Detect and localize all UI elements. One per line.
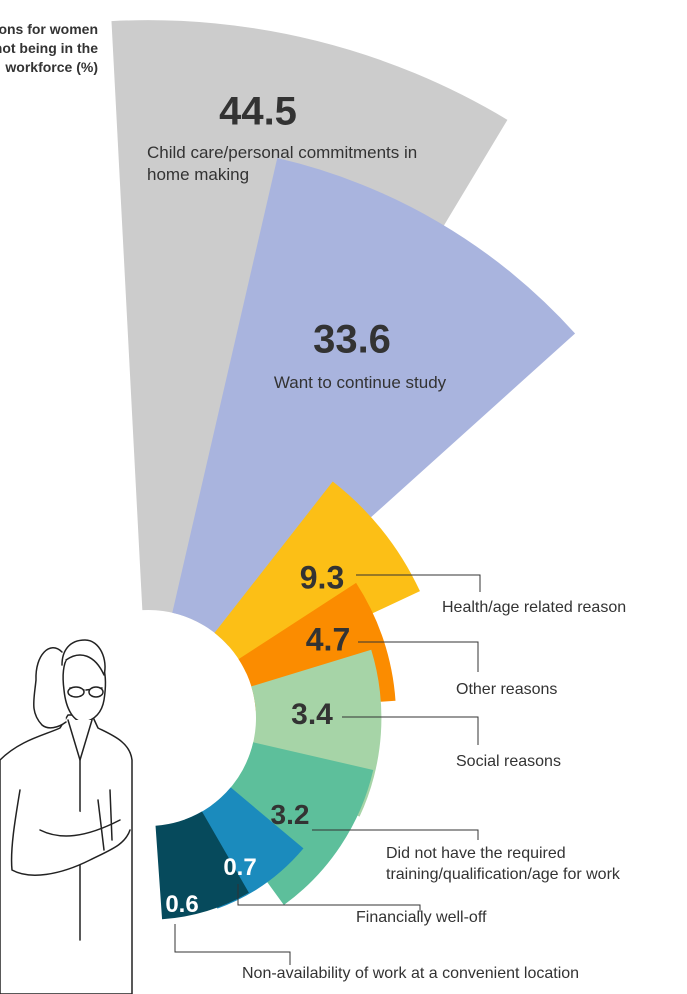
value-label: 33.6	[313, 318, 391, 363]
category-label: Child care/personal commitments in home …	[147, 142, 447, 186]
category-label: Other reasons	[456, 680, 557, 701]
category-label: Non-availability of work at a convenient…	[242, 964, 579, 985]
value-label: 3.4	[291, 698, 333, 732]
value-label: 44.5	[219, 90, 297, 135]
value-label: 3.2	[271, 799, 310, 831]
category-label: Social reasons	[456, 752, 561, 773]
value-label: 9.3	[300, 560, 344, 597]
chart-title: Reasons for women not being in the workf…	[0, 20, 98, 77]
leader-line	[175, 924, 290, 965]
category-label: Financially well-off	[356, 908, 486, 929]
woman-illustration	[0, 640, 132, 994]
category-label: Did not have the required training/quali…	[386, 844, 681, 886]
page: Reasons for women not being in the workf…	[0, 0, 687, 994]
category-label: Want to continue study	[250, 372, 470, 394]
category-label: Health/age related reason	[442, 598, 626, 619]
value-label: 4.7	[306, 622, 350, 659]
value-label: 0.6	[165, 891, 198, 919]
value-label: 0.7	[223, 854, 256, 882]
